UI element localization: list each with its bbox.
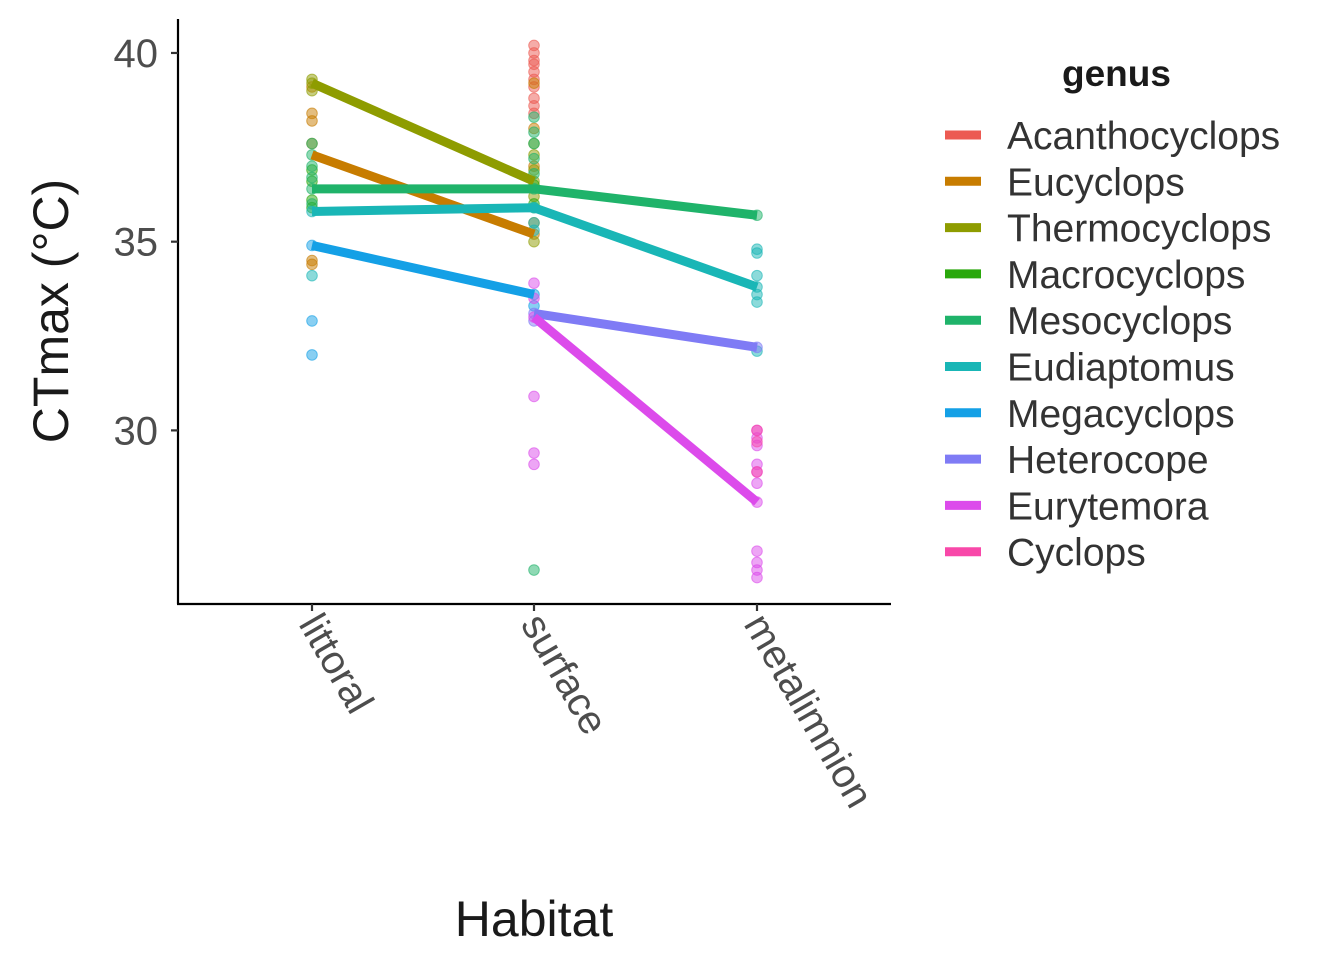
legend-label-cyclops: Cyclops	[1007, 532, 1146, 575]
x-ticks: littoral surface metalimnion	[290, 604, 881, 815]
line-heterocope	[533, 308, 758, 352]
legend-label-thermocyclops: Thermocyclops	[1007, 208, 1271, 251]
legend-label-macrocyclops: Macrocyclops	[1007, 254, 1245, 297]
point-megacyclops	[306, 349, 318, 361]
line-eudiaptomus	[311, 203, 759, 292]
legend: genus AcanthocyclopsEucyclopsThermocyclo…	[945, 53, 1280, 575]
point-eudiaptomus	[751, 269, 763, 282]
point-cyclops	[751, 424, 763, 437]
point-mesocyclops	[528, 126, 540, 139]
line-thermocyclops	[310, 79, 536, 186]
legend-label-eucyclops: Eucyclops	[1007, 161, 1185, 204]
point-eudiaptomus	[306, 269, 318, 282]
x-axis-title: Habitat	[455, 891, 614, 947]
point-eurytemora	[528, 458, 540, 471]
legend-label-acanthocyclops: Acanthocyclops	[1007, 115, 1280, 158]
point-thermocyclops	[528, 235, 540, 248]
x-tick-label-metalimnion: metalimnion	[735, 607, 881, 816]
point-mesocyclops	[528, 137, 540, 150]
point-eurytemora	[528, 447, 540, 459]
point-eurytemora	[751, 477, 763, 490]
point-eurytemora	[528, 390, 540, 403]
legend-label-heterocope: Heterocope	[1007, 439, 1209, 482]
x-tick-label-surface: surface	[512, 607, 616, 743]
point-eudiaptomus	[751, 296, 763, 308]
point-eucyclops	[528, 77, 540, 89]
legend-label-eudiaptomus: Eudiaptomus	[1007, 347, 1235, 390]
legend-title: genus	[1062, 53, 1171, 94]
y-tick-label-40: 40	[114, 32, 159, 76]
point-mesocyclops	[528, 564, 540, 576]
lines-layer	[310, 79, 760, 506]
y-tick-label-30: 30	[114, 409, 159, 453]
point-eucyclops	[306, 258, 318, 271]
y-axis-title: CTmax (°C)	[23, 179, 79, 443]
y-ticks: 30 35 40	[114, 32, 178, 453]
point-cyclops	[751, 435, 763, 448]
point-mesocyclops	[306, 160, 318, 172]
y-tick-label-35: 35	[114, 221, 159, 265]
legend-label-mesocyclops: Mesocyclops	[1007, 300, 1232, 343]
point-mesocyclops	[306, 171, 318, 184]
line-eucyclops	[310, 150, 536, 239]
line-mesocyclops	[312, 184, 758, 220]
point-eucyclops	[306, 115, 318, 127]
point-eurytemora	[751, 571, 763, 584]
x-tick-label-littoral: littoral	[290, 607, 381, 721]
point-mesocyclops	[528, 111, 540, 123]
legend-label-megacyclops: Megacyclops	[1007, 393, 1235, 436]
point-eurytemora	[751, 545, 763, 557]
point-cyclops	[751, 466, 763, 478]
line-eurytemora	[531, 313, 760, 506]
point-mesocyclops	[306, 137, 318, 150]
point-megacyclops	[306, 315, 318, 327]
point-eurytemora	[528, 277, 540, 289]
legend-label-eurytemora: Eurytemora	[1007, 485, 1209, 528]
line-megacyclops	[311, 241, 535, 299]
point-mesocyclops	[528, 152, 540, 165]
point-eudiaptomus	[751, 247, 763, 259]
